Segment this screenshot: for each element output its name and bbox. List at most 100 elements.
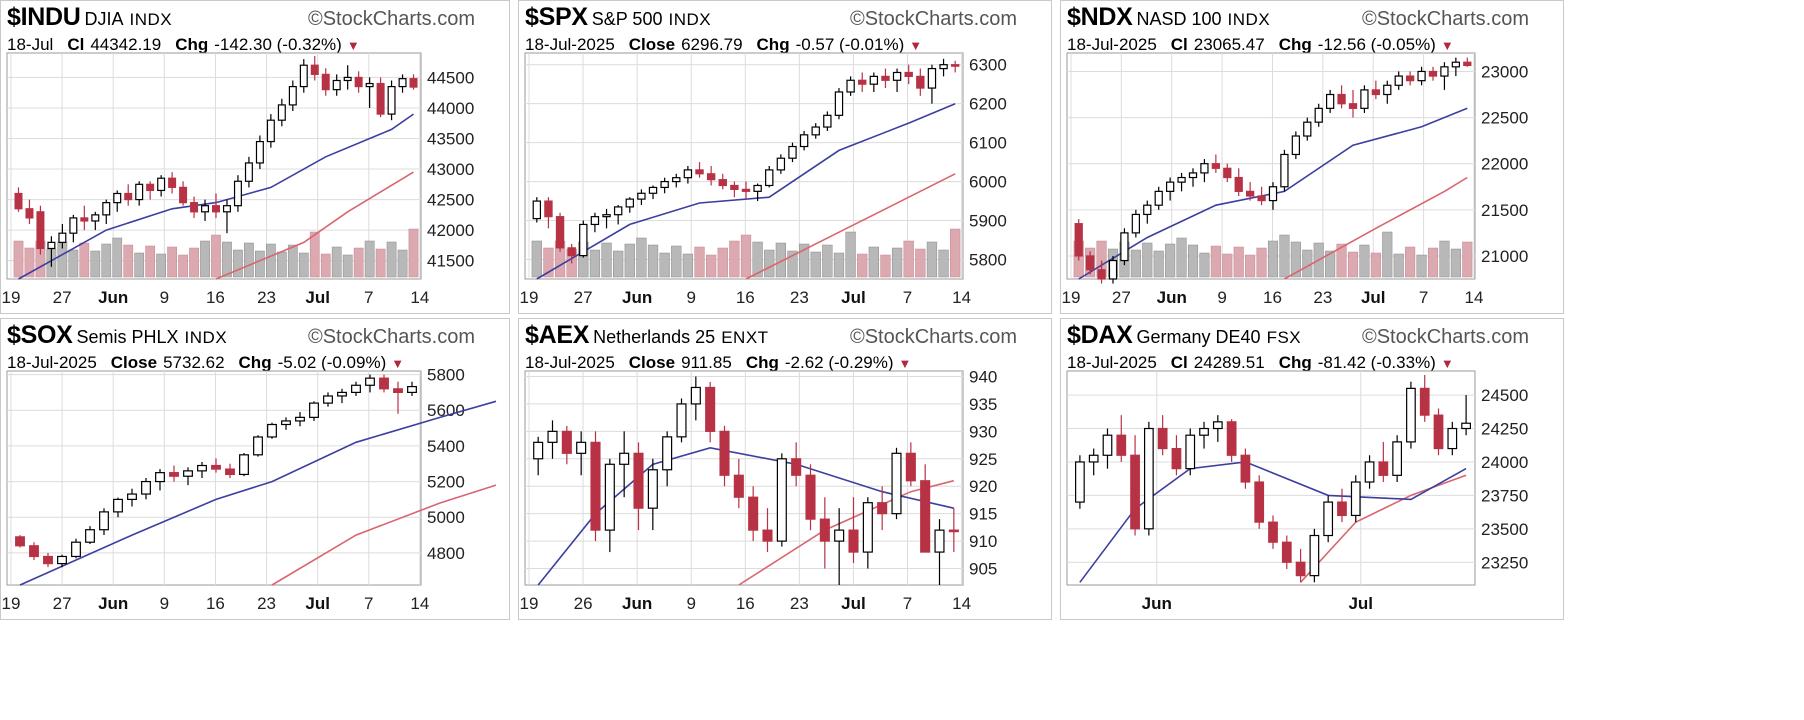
candle-body	[1257, 195, 1266, 202]
x-tick-label: 23	[257, 288, 276, 307]
x-tick-label: 7	[364, 594, 373, 613]
volume-bar	[671, 245, 682, 278]
volume-bar	[1233, 246, 1244, 278]
chg-label: Chg	[1278, 353, 1312, 372]
chart-panel-aex[interactable]: $AEX Netherlands 25 ENXT ©StockCharts.com 18…	[518, 318, 1052, 620]
candle-body	[288, 85, 297, 106]
chart-header: $SOX Semis PHLX INDX ©StockCharts.com 18-Jul…	[7, 321, 503, 372]
chart-panel-indu[interactable]: $INDU DJIA INDX ©StockCharts.com 18-Jul Cl 443…	[0, 0, 510, 314]
volume-bar	[764, 249, 775, 278]
x-tick-label: 27	[1112, 288, 1131, 307]
candle-body	[47, 241, 56, 250]
candle-body	[1108, 259, 1118, 280]
candle-body	[1371, 89, 1381, 96]
candle-body	[1323, 501, 1334, 537]
candle-body	[637, 192, 646, 200]
candle-body	[579, 223, 588, 257]
candle-body	[277, 104, 286, 121]
chg-value: -0.57 (-0.01%)	[795, 35, 905, 54]
candle-body	[71, 541, 81, 558]
candle-body	[1211, 163, 1220, 169]
x-tick-label: 14	[952, 288, 971, 307]
candle-body	[1143, 204, 1152, 216]
candle-body	[337, 391, 347, 397]
volume-bar	[1439, 240, 1450, 278]
candle-body	[590, 441, 601, 531]
chart-panel-ndx[interactable]: $NDX NASD 100 INDX ©StockCharts.com 18-Jul-2…	[1060, 0, 1564, 314]
volume-bar	[189, 247, 199, 278]
close-label: Close	[110, 353, 158, 372]
volume-bar	[375, 248, 386, 278]
candle-body	[1440, 66, 1449, 77]
down-arrow-icon: ▼	[1440, 356, 1454, 371]
volume-bar	[1142, 242, 1153, 278]
volume-bar	[740, 234, 752, 278]
volume-bar	[1176, 237, 1187, 278]
y-tick-label: 24000	[1481, 453, 1528, 472]
candle-body	[157, 177, 166, 192]
x-tick-label: 19	[2, 288, 21, 307]
chart-panel-spx[interactable]: $SPX S&P 500 INDX ©StockCharts.com 18-Jul-20…	[518, 0, 1052, 314]
candle-body	[934, 529, 945, 553]
candle-body	[862, 502, 873, 553]
candle-body	[310, 64, 319, 75]
candle-body	[1268, 521, 1278, 543]
chart-panel-sox[interactable]: $SOX Semis PHLX INDX ©StockCharts.com 18-Jul…	[0, 318, 510, 620]
candle-body	[1281, 541, 1292, 563]
candle-body	[1348, 103, 1358, 109]
volume-bar	[112, 237, 123, 278]
candle-body	[1075, 461, 1085, 503]
x-tick-label: Jul	[1348, 594, 1373, 613]
candle-body	[169, 472, 179, 477]
chart-panel-dax[interactable]: $DAX Germany DE40 FSX ©StockCharts.com 18-Ju…	[1060, 318, 1564, 620]
index-name: Netherlands 25	[593, 327, 716, 347]
volume-bar	[915, 248, 926, 278]
volume-bar	[775, 242, 786, 278]
candle-body	[295, 416, 305, 422]
volume-bar	[145, 245, 156, 278]
candle-body	[1291, 135, 1300, 156]
candle-body	[233, 180, 242, 207]
volume-bar	[1359, 244, 1370, 278]
moving-average-fast	[19, 400, 497, 586]
brand-watermark: ©StockCharts.com	[1361, 326, 1529, 348]
y-tick-label: 23500	[1481, 520, 1528, 539]
x-tick-label: 19	[1062, 288, 1081, 307]
x-tick-label: Jun	[98, 288, 128, 307]
volume-bar	[1382, 231, 1393, 278]
candle-body	[730, 184, 739, 190]
brand-watermark: ©StockCharts.com	[849, 8, 1017, 30]
candle-body	[127, 493, 137, 501]
y-tick-label: 935	[969, 395, 997, 414]
symbol-label: $DAX	[1067, 321, 1133, 349]
exchange-label: INDX	[184, 328, 228, 347]
volume-bar	[1153, 250, 1164, 278]
candle-body	[201, 205, 210, 213]
index-name: S&P 500	[591, 9, 663, 29]
index-name: Semis PHLX	[76, 327, 179, 347]
candle-body	[1223, 167, 1232, 179]
candle-body	[351, 384, 361, 394]
candle-body	[299, 64, 308, 88]
x-tick-label: 7	[903, 594, 912, 613]
x-tick-label: 23	[790, 594, 809, 613]
candle-body	[225, 468, 235, 476]
candle-body	[881, 75, 890, 81]
candle-body	[690, 386, 701, 405]
candle-body	[1165, 181, 1175, 192]
candle-body	[409, 78, 418, 88]
candle-body	[805, 474, 816, 520]
volume-bar	[717, 247, 728, 278]
chg-label: Chg	[175, 35, 209, 54]
x-tick-label: 16	[206, 288, 225, 307]
volume-bar	[1405, 246, 1416, 278]
volume-bar	[798, 243, 810, 278]
down-arrow-icon: ▼	[909, 38, 923, 53]
candle-body	[266, 119, 275, 143]
y-tick-label: 42000	[427, 221, 474, 240]
candle-body	[533, 441, 544, 460]
y-tick-label: 23000	[1481, 62, 1528, 81]
volume-bar	[211, 234, 221, 278]
candle-body	[1314, 107, 1323, 123]
candle-body	[222, 205, 231, 213]
